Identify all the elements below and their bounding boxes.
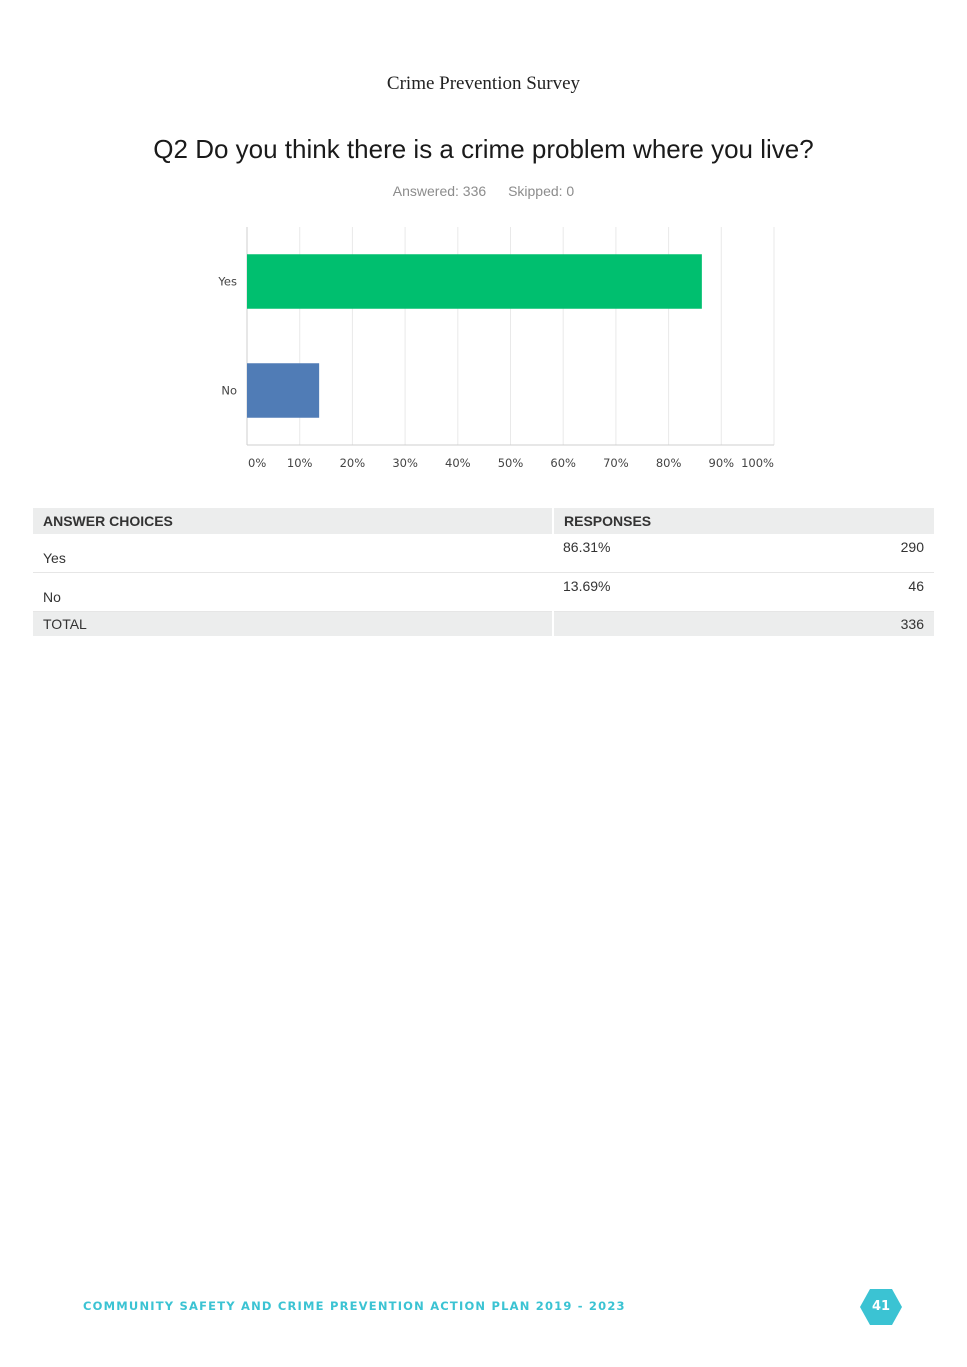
header-answer-choices: ANSWER CHOICES [33, 508, 554, 534]
total-label: TOTAL [33, 611, 554, 636]
row-responses: 13.69% 46 [553, 572, 934, 612]
answer-table: ANSWER CHOICES RESPONSES Yes 86.31% 290 … [33, 508, 934, 636]
x-tick-label: 60% [550, 456, 576, 470]
hexagon-badge-icon [860, 1289, 902, 1325]
row-percent: 13.69% [563, 578, 611, 594]
total-row: TOTAL 336 [33, 611, 934, 636]
x-tick-label: 20% [340, 456, 366, 470]
footer-title: COMMUNITY SAFETY AND CRIME PREVENTION AC… [83, 1299, 626, 1313]
skipped-count: Skipped: 0 [508, 183, 575, 199]
document-header: Crime Prevention Survey [386, 73, 581, 94]
total-count: 336 [553, 611, 934, 636]
x-tick-label: 50% [498, 456, 524, 470]
x-tick-label: 100% [741, 456, 774, 470]
table-row: Yes 86.31% 290 [33, 534, 934, 573]
table-header-row: ANSWER CHOICES RESPONSES [33, 508, 934, 534]
x-tick-label: 30% [392, 456, 418, 470]
row-count: 46 [908, 578, 924, 594]
question-title: Q2 Do you think there is a crime problem… [153, 134, 814, 164]
row-count: 290 [900, 539, 924, 555]
response-stats: Answered: 336 Skipped: 0 [0, 183, 967, 199]
x-tick-label: 10% [287, 456, 313, 470]
row-choice: No [33, 572, 553, 612]
row-percent: 86.31% [563, 539, 611, 555]
header-responses: RESPONSES [553, 508, 934, 534]
row-responses: 86.31% 290 [553, 534, 934, 573]
table-row: No 13.69% 46 [33, 572, 934, 612]
x-tick-label: 80% [656, 456, 682, 470]
category-label: No [221, 384, 237, 398]
answered-count: Answered: 336 [392, 183, 487, 199]
category-label: Yes [217, 275, 237, 289]
x-tick-label: 40% [445, 456, 471, 470]
row-choice: Yes [33, 534, 553, 573]
bar-yes [247, 254, 702, 309]
bar-chart: Yes No 0% 10% 20% 30% 40% 50% 60% 70% 80% 90% 100% [217, 227, 775, 470]
x-tick-label: 90% [709, 456, 735, 470]
x-tick-label: 0% [248, 456, 266, 470]
x-tick-label: 70% [603, 456, 629, 470]
page-number: 41 [871, 1299, 891, 1314]
bar-no [247, 363, 320, 418]
